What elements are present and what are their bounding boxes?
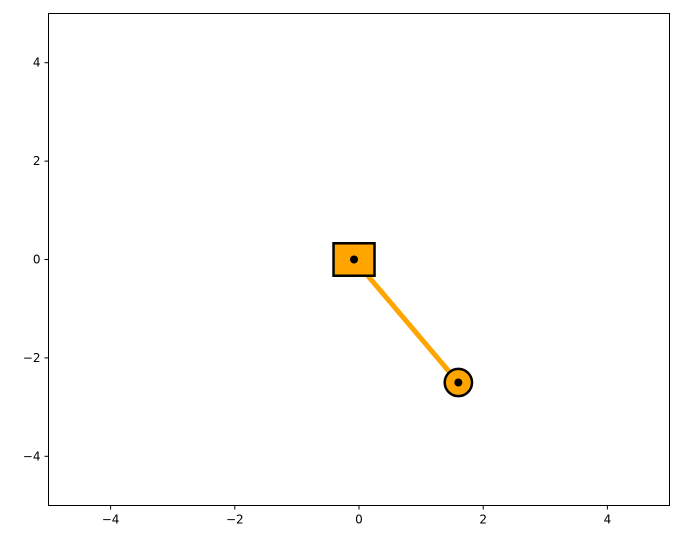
y-tick-label: −4 xyxy=(23,449,41,463)
axis-ticks: −4 −2 0 2 4 −4 −2 0 2 4 xyxy=(23,56,611,527)
pivot-center-dot xyxy=(350,255,359,264)
y-tick-label: 0 xyxy=(33,253,41,267)
axes-frame xyxy=(48,13,670,506)
y-tick-label: −2 xyxy=(23,351,41,365)
x-tick-label: 4 xyxy=(604,513,612,527)
x-tick-label: −4 xyxy=(102,513,120,527)
pendulum-scene xyxy=(332,242,474,398)
bob-center-dot xyxy=(454,378,463,387)
x-tick-label: 0 xyxy=(355,513,363,527)
y-tick-label: 2 xyxy=(33,154,41,168)
x-tick-label: 2 xyxy=(479,513,487,527)
x-tick-label: −2 xyxy=(226,513,244,527)
pendulum-rod xyxy=(351,257,461,385)
y-tick-label: 4 xyxy=(33,56,41,70)
